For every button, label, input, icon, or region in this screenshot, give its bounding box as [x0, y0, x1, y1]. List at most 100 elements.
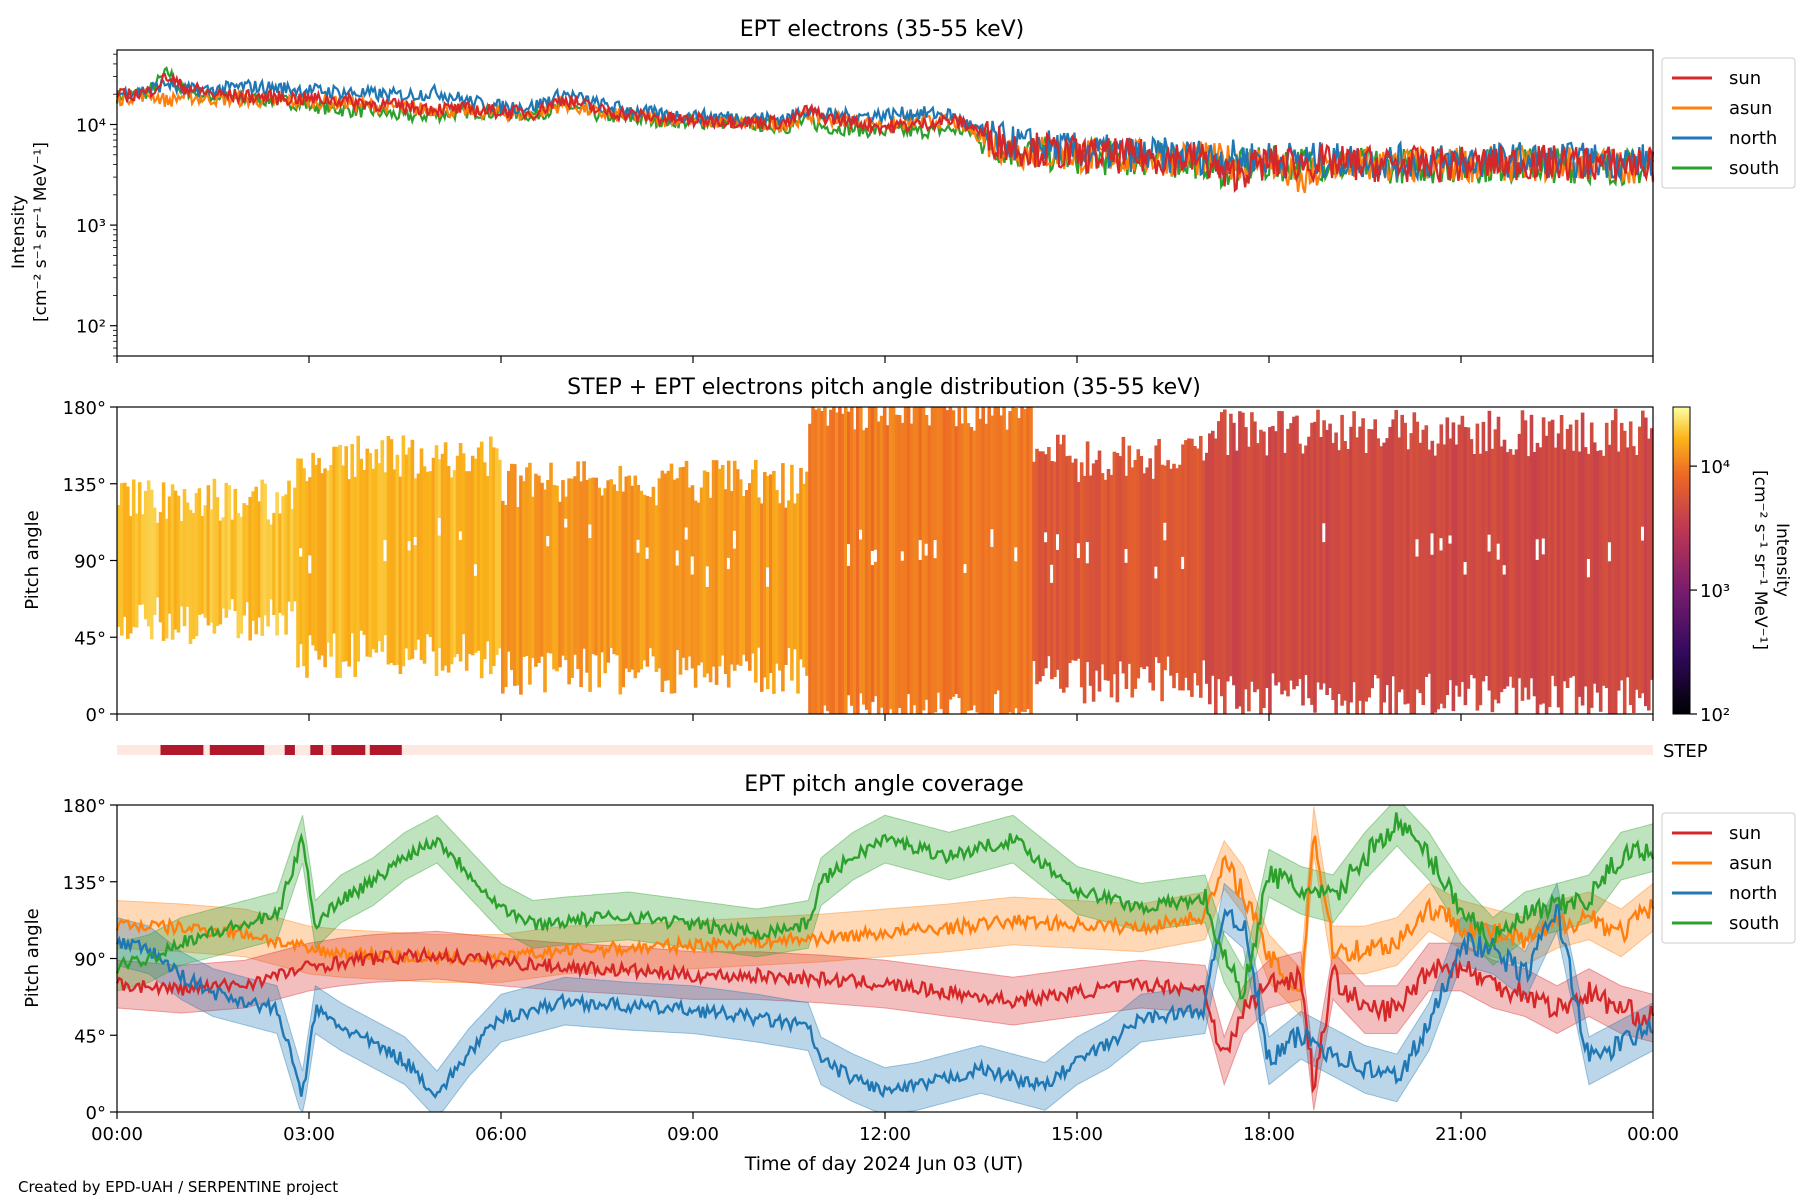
heatmap-cell: [1247, 446, 1251, 712]
heatmap-gap: [900, 551, 905, 561]
heatmap-cell: [519, 475, 523, 695]
heatmap-cell: [1097, 450, 1102, 692]
heatmap-cell: [525, 467, 529, 656]
heatmap-cell: [1632, 446, 1636, 713]
heatmap-cell: [639, 490, 644, 670]
heatmap-cell: [326, 470, 330, 643]
heatmap-gap: [1085, 542, 1090, 564]
heatmap-cell: [1481, 421, 1486, 682]
heatmap-cell: [233, 488, 238, 611]
heatmap-cell: [856, 407, 860, 714]
heatmap-cell: [1616, 451, 1621, 691]
step-track: [117, 745, 1653, 755]
heatmap-cell: [867, 407, 872, 714]
heatmap-gap: [1163, 522, 1167, 541]
heatmap-cell: [844, 407, 848, 714]
heatmap-cell: [476, 447, 481, 651]
y-tick-label: 45°: [74, 1026, 106, 1047]
heatmap-cell: [531, 496, 535, 658]
heatmap-cell: [1574, 419, 1579, 714]
heatmap-cell: [693, 500, 698, 688]
heatmap-cell: [224, 482, 229, 618]
heatmap-cell: [215, 497, 220, 626]
heatmap-cell: [290, 509, 294, 612]
heatmap-gap: [1322, 523, 1326, 543]
heatmap-cell: [1382, 442, 1386, 703]
heatmap-cell: [717, 468, 722, 667]
colorbar-tick-label: 10²: [1700, 705, 1730, 726]
heatmap-cell: [200, 516, 205, 614]
heatmap-cell: [1220, 412, 1224, 697]
heatmap-gap: [1181, 556, 1185, 570]
heatmap-cell: [603, 488, 607, 674]
heatmap-gap: [1641, 526, 1645, 541]
heatmap-cell: [1556, 433, 1561, 708]
heatmap-cell: [1163, 465, 1167, 671]
y-tick-label: 135°: [63, 873, 106, 894]
heatmap-gap: [1076, 543, 1081, 559]
heatmap-gap: [1502, 565, 1507, 575]
panel1-title: EPT electrons (35-55 keV): [740, 17, 1025, 42]
legend-label-sun: sun: [1729, 823, 1761, 844]
heatmap-cell: [699, 487, 704, 663]
heatmap-cell: [374, 449, 379, 653]
heatmap-cell: [212, 478, 217, 634]
heatmap-cell: [954, 426, 959, 694]
heatmap-cell: [711, 460, 716, 667]
heatmap-cell: [811, 407, 815, 714]
heatmap-cell: [558, 501, 562, 668]
heatmap-cell: [143, 490, 148, 620]
panel-step-coverage: STEP: [117, 741, 1708, 762]
heatmap-cell: [1448, 438, 1453, 681]
heatmap-cell: [1310, 422, 1314, 705]
heatmap-cell: [482, 462, 487, 660]
heatmap-cell: [1499, 446, 1504, 693]
heatmap-cell: [117, 505, 121, 627]
heatmap-cell: [906, 407, 911, 695]
heatmap-cell: [248, 496, 252, 641]
heatmap-cell: [1454, 444, 1459, 686]
heatmap-gap: [1586, 559, 1591, 578]
heatmap-cell: [660, 470, 665, 693]
heatmap-gap: [963, 564, 968, 574]
heatmap-cell: [1505, 452, 1510, 687]
heatmap-cell: [317, 458, 321, 660]
heatmap-cell: [1190, 438, 1194, 697]
heatmap-cell: [1647, 438, 1651, 711]
heatmap-gap: [1050, 564, 1054, 583]
heatmap-cell: [245, 505, 249, 603]
heatmap-cell: [1358, 426, 1362, 701]
heatmap-cell: [1047, 447, 1051, 657]
legend-label-asun: asun: [1729, 853, 1772, 874]
heatmap-cell: [1457, 424, 1462, 697]
heatmap-cell: [218, 520, 223, 625]
heatmap-cell: [729, 491, 734, 665]
heatmap-cell: [1484, 451, 1489, 676]
colorbar-label-line1: Intensity: [1772, 523, 1792, 597]
heatmap-cell: [579, 481, 583, 687]
heatmap-cell: [1553, 447, 1558, 687]
heatmap-cell: [832, 407, 836, 714]
heatmap-cell: [1424, 425, 1429, 677]
heatmap-cell: [272, 512, 276, 615]
x-tick-label: 03:00: [283, 1124, 335, 1145]
heatmap-gap: [705, 566, 710, 587]
heatmap-cell: [1613, 408, 1618, 714]
panel3-xticks: 00:00 03:00 06:00 09:00 12:00 15:00 18:00 21:00…: [91, 1112, 1679, 1145]
heatmap-cell: [1041, 451, 1045, 677]
heatmap-cell: [576, 461, 580, 670]
heatmap-cell: [492, 447, 496, 666]
heatmap-cell: [853, 429, 857, 714]
heatmap-gap: [407, 541, 412, 551]
heatmap-cell: [778, 503, 782, 671]
heatmap-cell: [516, 507, 520, 686]
heatmap-cell: [591, 477, 595, 655]
heatmap-cell: [440, 453, 445, 671]
heatmap-cell: [882, 407, 887, 714]
heatmap-cell: [814, 409, 818, 714]
heatmap-cell: [425, 471, 430, 635]
heatmap-cell: [1379, 446, 1383, 714]
heatmap-cell: [1337, 450, 1341, 694]
panel2-heatmap: [117, 407, 1654, 714]
x-tick-label: 12:00: [859, 1124, 911, 1145]
